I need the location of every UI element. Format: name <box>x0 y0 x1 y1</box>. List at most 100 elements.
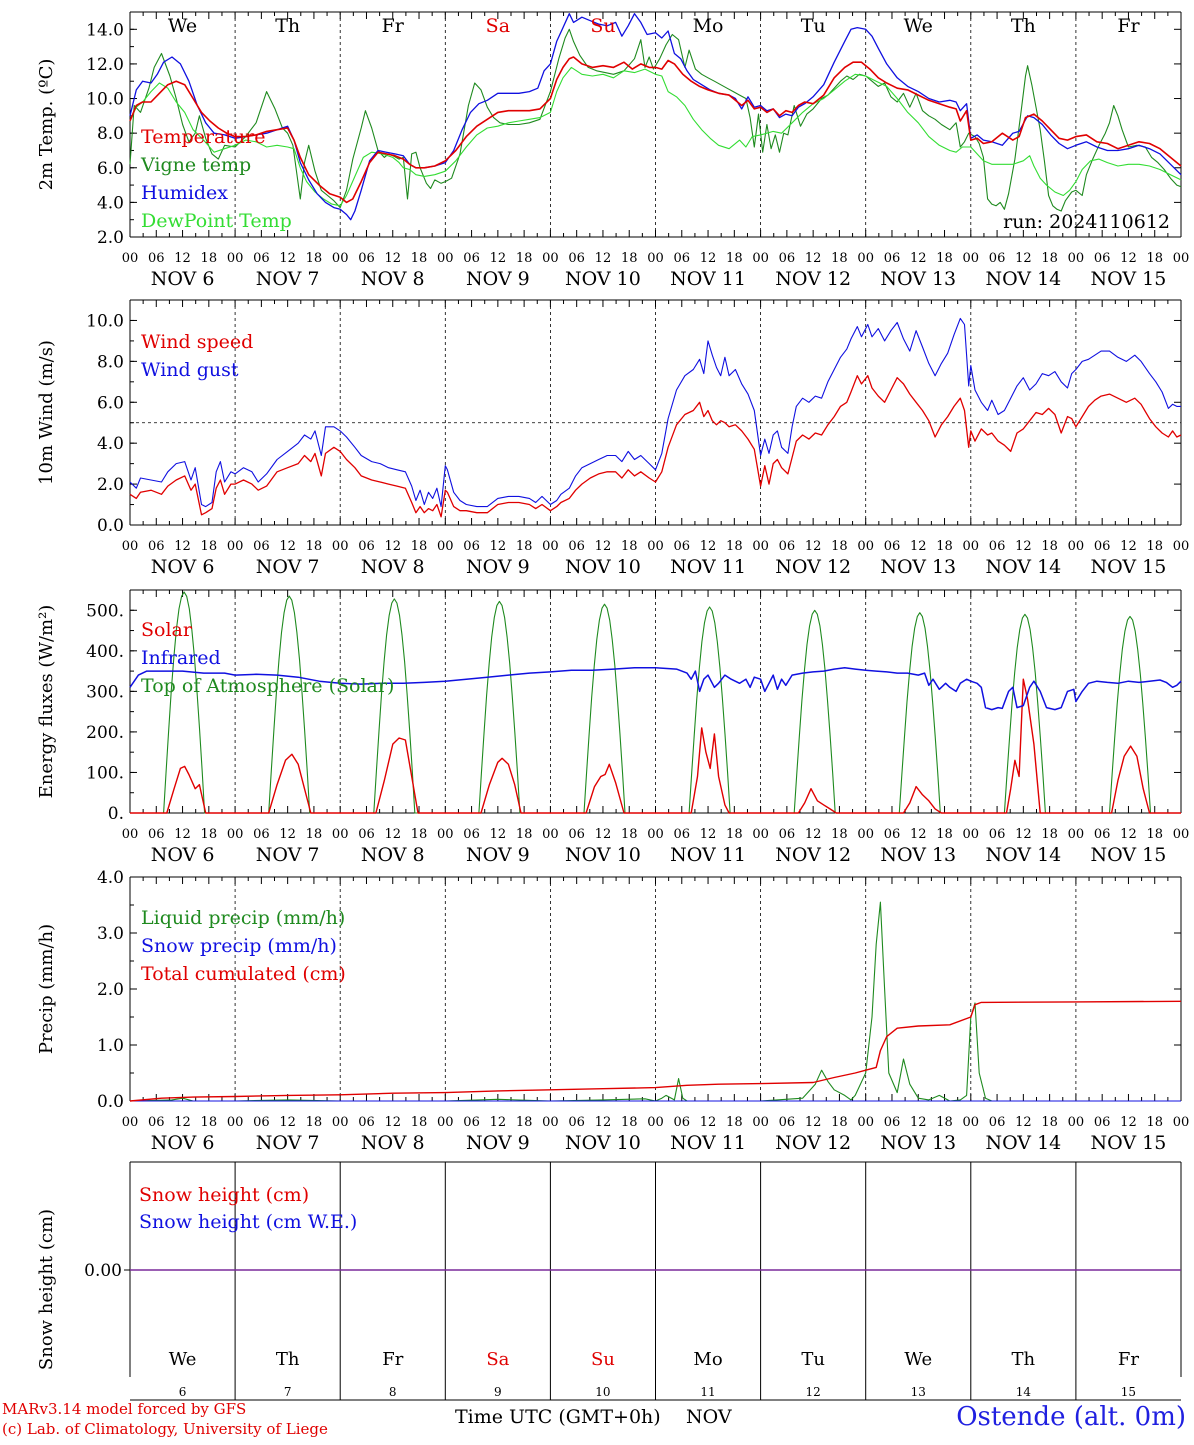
energy-y-tick-label: 0. <box>108 804 124 824</box>
precip-hour-label: 00 <box>963 1115 980 1130</box>
wind-series-group <box>129 317 1182 518</box>
precip-hour-label: 18 <box>516 1115 533 1130</box>
snow-frame <box>129 1161 1182 1401</box>
precip-hour-label: 06 <box>358 1115 375 1130</box>
temperature-hour-label: 12 <box>1015 251 1032 266</box>
energy-hour-label: 00 <box>752 827 769 842</box>
precip-legend-total-cumulated-cm-: Total cumulated (cm) <box>141 963 346 985</box>
energy-hour-label: 12 <box>1120 827 1137 842</box>
energy-hour-label: 06 <box>568 827 585 842</box>
temperature-y-tick-label: 14.0 <box>86 20 124 40</box>
wind-date-label: NOV 13 <box>880 556 956 578</box>
energy-hour-label: 00 <box>437 827 454 842</box>
snow-day-number: 13 <box>911 1385 926 1399</box>
temperature-y-tick-label: 12.0 <box>86 55 124 75</box>
energy-hour-label: 06 <box>463 827 480 842</box>
energy-hour-label: 12 <box>910 827 927 842</box>
wind-hour-label: 12 <box>595 539 612 554</box>
temperature-hour-label: 00 <box>857 251 874 266</box>
temperature-weekday-label: Sa <box>486 15 510 37</box>
wind-hour-label: 00 <box>332 539 349 554</box>
wind-y-axis-label: 10m Wind (m/s) <box>36 340 57 485</box>
precip-date-label: NOV 9 <box>466 1132 530 1154</box>
energy-hour-label: 00 <box>1173 827 1190 842</box>
precip-hour-label: 00 <box>332 1115 349 1130</box>
energy-hour-label: 18 <box>936 827 953 842</box>
temperature-legend-dewpoint-temp: DewPoint Temp <box>141 210 292 232</box>
energy-legend-infrared: Infrared <box>141 647 221 669</box>
temperature-hour-label: 06 <box>568 251 585 266</box>
wind-y-tick-label: 10.0 <box>86 311 124 331</box>
wind-hour-label: 00 <box>542 539 559 554</box>
precip-date-label: NOV 13 <box>880 1132 956 1154</box>
energy-hour-label: 06 <box>1094 827 1111 842</box>
temperature-weekday-label: We <box>168 15 197 37</box>
precip-hour-label: 18 <box>1041 1115 1058 1130</box>
energy-hour-label: 12 <box>595 827 612 842</box>
temperature-hour-label: 18 <box>306 251 323 266</box>
energy-date-label: NOV 15 <box>1091 844 1167 866</box>
temperature-hour-label: 00 <box>542 251 559 266</box>
precip-date-label: NOV 8 <box>361 1132 425 1154</box>
temperature-y-tick-label: 8.0 <box>97 124 124 144</box>
temperature-hour-label: 12 <box>910 251 927 266</box>
energy-hour-label: 18 <box>411 827 428 842</box>
wind-hour-label: 06 <box>779 539 796 554</box>
precip-hour-label: 00 <box>1173 1115 1190 1130</box>
snow-weekday-label: We <box>904 1349 932 1370</box>
wind-hour-label: 12 <box>174 539 191 554</box>
temperature-y-axis-label: 2m Temp. (ºC) <box>36 59 57 191</box>
energy-hour-label: 18 <box>621 827 638 842</box>
temperature-hour-label: 12 <box>384 251 401 266</box>
precip-y-tick-label: 3.0 <box>97 924 124 944</box>
precip-date-label: NOV 11 <box>670 1132 746 1154</box>
precip-hour-label: 12 <box>279 1115 296 1130</box>
energy-hour-label: 12 <box>700 827 717 842</box>
temperature-series-dewpoint-temp <box>129 66 1182 207</box>
temperature-date-label: NOV 9 <box>466 268 530 290</box>
wind-hour-label: 12 <box>490 539 507 554</box>
energy-date-label: NOV 13 <box>880 844 956 866</box>
wind-date-label: NOV 14 <box>985 556 1061 578</box>
energy-hour-label: 18 <box>201 827 218 842</box>
energy-hour-label: 06 <box>358 827 375 842</box>
energy-hour-label: 00 <box>542 827 559 842</box>
wind-hour-label: 06 <box>674 539 691 554</box>
precip-date-label: NOV 14 <box>985 1132 1061 1154</box>
energy-date-label: NOV 11 <box>670 844 746 866</box>
x-axis-month: NOV <box>686 1406 732 1428</box>
temperature-hour-label: 18 <box>831 251 848 266</box>
wind-hour-label: 18 <box>516 539 533 554</box>
temperature-date-label: NOV 13 <box>880 268 956 290</box>
energy-hour-label: 18 <box>516 827 533 842</box>
precip-date-label: NOV 6 <box>151 1132 215 1154</box>
temperature-y-tick-label: 10.0 <box>86 90 124 110</box>
temperature-hour-label: 18 <box>1146 251 1163 266</box>
wind-hour-label: 00 <box>122 539 139 554</box>
energy-y-tick-label: 400. <box>86 642 124 662</box>
energy-legend-solar: Solar <box>141 619 193 641</box>
snow-y-axis-label: Snow height (cm) <box>36 1209 57 1370</box>
temperature-y-tick-label: 6.0 <box>97 159 124 179</box>
temperature-hour-label: 12 <box>279 251 296 266</box>
temperature-hour-label: 18 <box>936 251 953 266</box>
snow-weekday-label: Mo <box>693 1349 722 1370</box>
precip-series-total-cumulated-cm- <box>129 1000 1182 1102</box>
wind-legend-wind-speed: Wind speed <box>141 331 253 353</box>
snow-weekday-label: Su <box>591 1349 615 1370</box>
wind-hour-label: 18 <box>201 539 218 554</box>
precip-legend-snow-precip-mm-h-: Snow precip (mm/h) <box>141 935 337 957</box>
temperature-hour-label: 06 <box>253 251 270 266</box>
wind-hour-label: 06 <box>989 539 1006 554</box>
snow-day-number: 11 <box>700 1385 715 1399</box>
temperature-hour-label: 06 <box>989 251 1006 266</box>
snow-day-number: 8 <box>389 1385 397 1399</box>
precip-hour-label: 00 <box>857 1115 874 1130</box>
temperature-hour-label: 00 <box>752 251 769 266</box>
precip-hour-label: 18 <box>621 1115 638 1130</box>
wind-hour-label: 00 <box>963 539 980 554</box>
wind-y-tick-label: 2.0 <box>97 475 124 495</box>
temperature-date-label: NOV 14 <box>985 268 1061 290</box>
energy-y-tick-label: 500. <box>86 601 124 621</box>
wind-hour-label: 18 <box>726 539 743 554</box>
